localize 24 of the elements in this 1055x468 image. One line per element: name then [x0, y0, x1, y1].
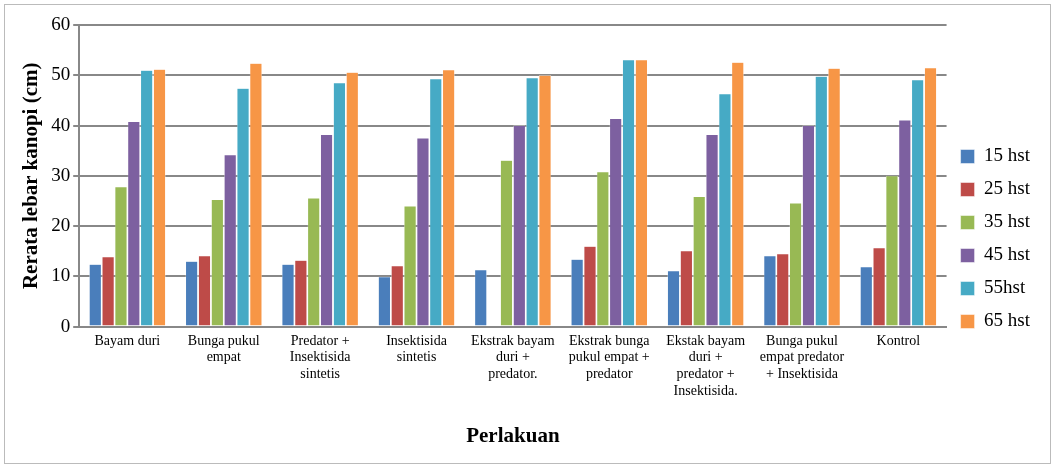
- x-tick-label: Bunga pukul empat predator + Insektisida: [759, 332, 845, 382]
- x-tick-label: Bunga pukul empat: [187, 332, 260, 365]
- y-tick-label: 20: [51, 214, 71, 236]
- legend-label: 35 hst: [984, 210, 1031, 232]
- x-tick-label: Kontrol: [876, 332, 921, 348]
- legend-label: 65 hst: [984, 309, 1031, 331]
- x-tick-label: Ekstrak bayam duri + predator.: [471, 332, 555, 382]
- x-tick-label: Ekstak bayam duri + predator + Insektisida.: [666, 332, 746, 399]
- x-axis-title: Perlakuan: [466, 422, 560, 447]
- y-axis-title: Rerata lebar kanopi (cm): [18, 62, 43, 290]
- y-tick-label: 40: [51, 113, 71, 135]
- legend-label: 55hst: [984, 276, 1026, 298]
- legend-label: 25 hst: [984, 177, 1031, 199]
- y-tick-label: 50: [51, 63, 71, 85]
- x-tick-label: Bayam duri: [94, 332, 161, 348]
- legend-label: 15 hst: [984, 144, 1031, 166]
- y-tick-label: 30: [51, 163, 71, 185]
- y-tick-label: 10: [51, 264, 71, 286]
- y-tick-label: 60: [51, 12, 71, 34]
- x-tick-label: Predator + Insektisida sintetis: [289, 332, 352, 382]
- x-tick-label: Insektisida sintetis: [386, 332, 448, 365]
- y-tick-label: 0: [60, 314, 71, 336]
- x-tick-label: Ekstrak bunga pukul empat + predator: [568, 332, 651, 382]
- legend-label: 45 hst: [984, 243, 1031, 265]
